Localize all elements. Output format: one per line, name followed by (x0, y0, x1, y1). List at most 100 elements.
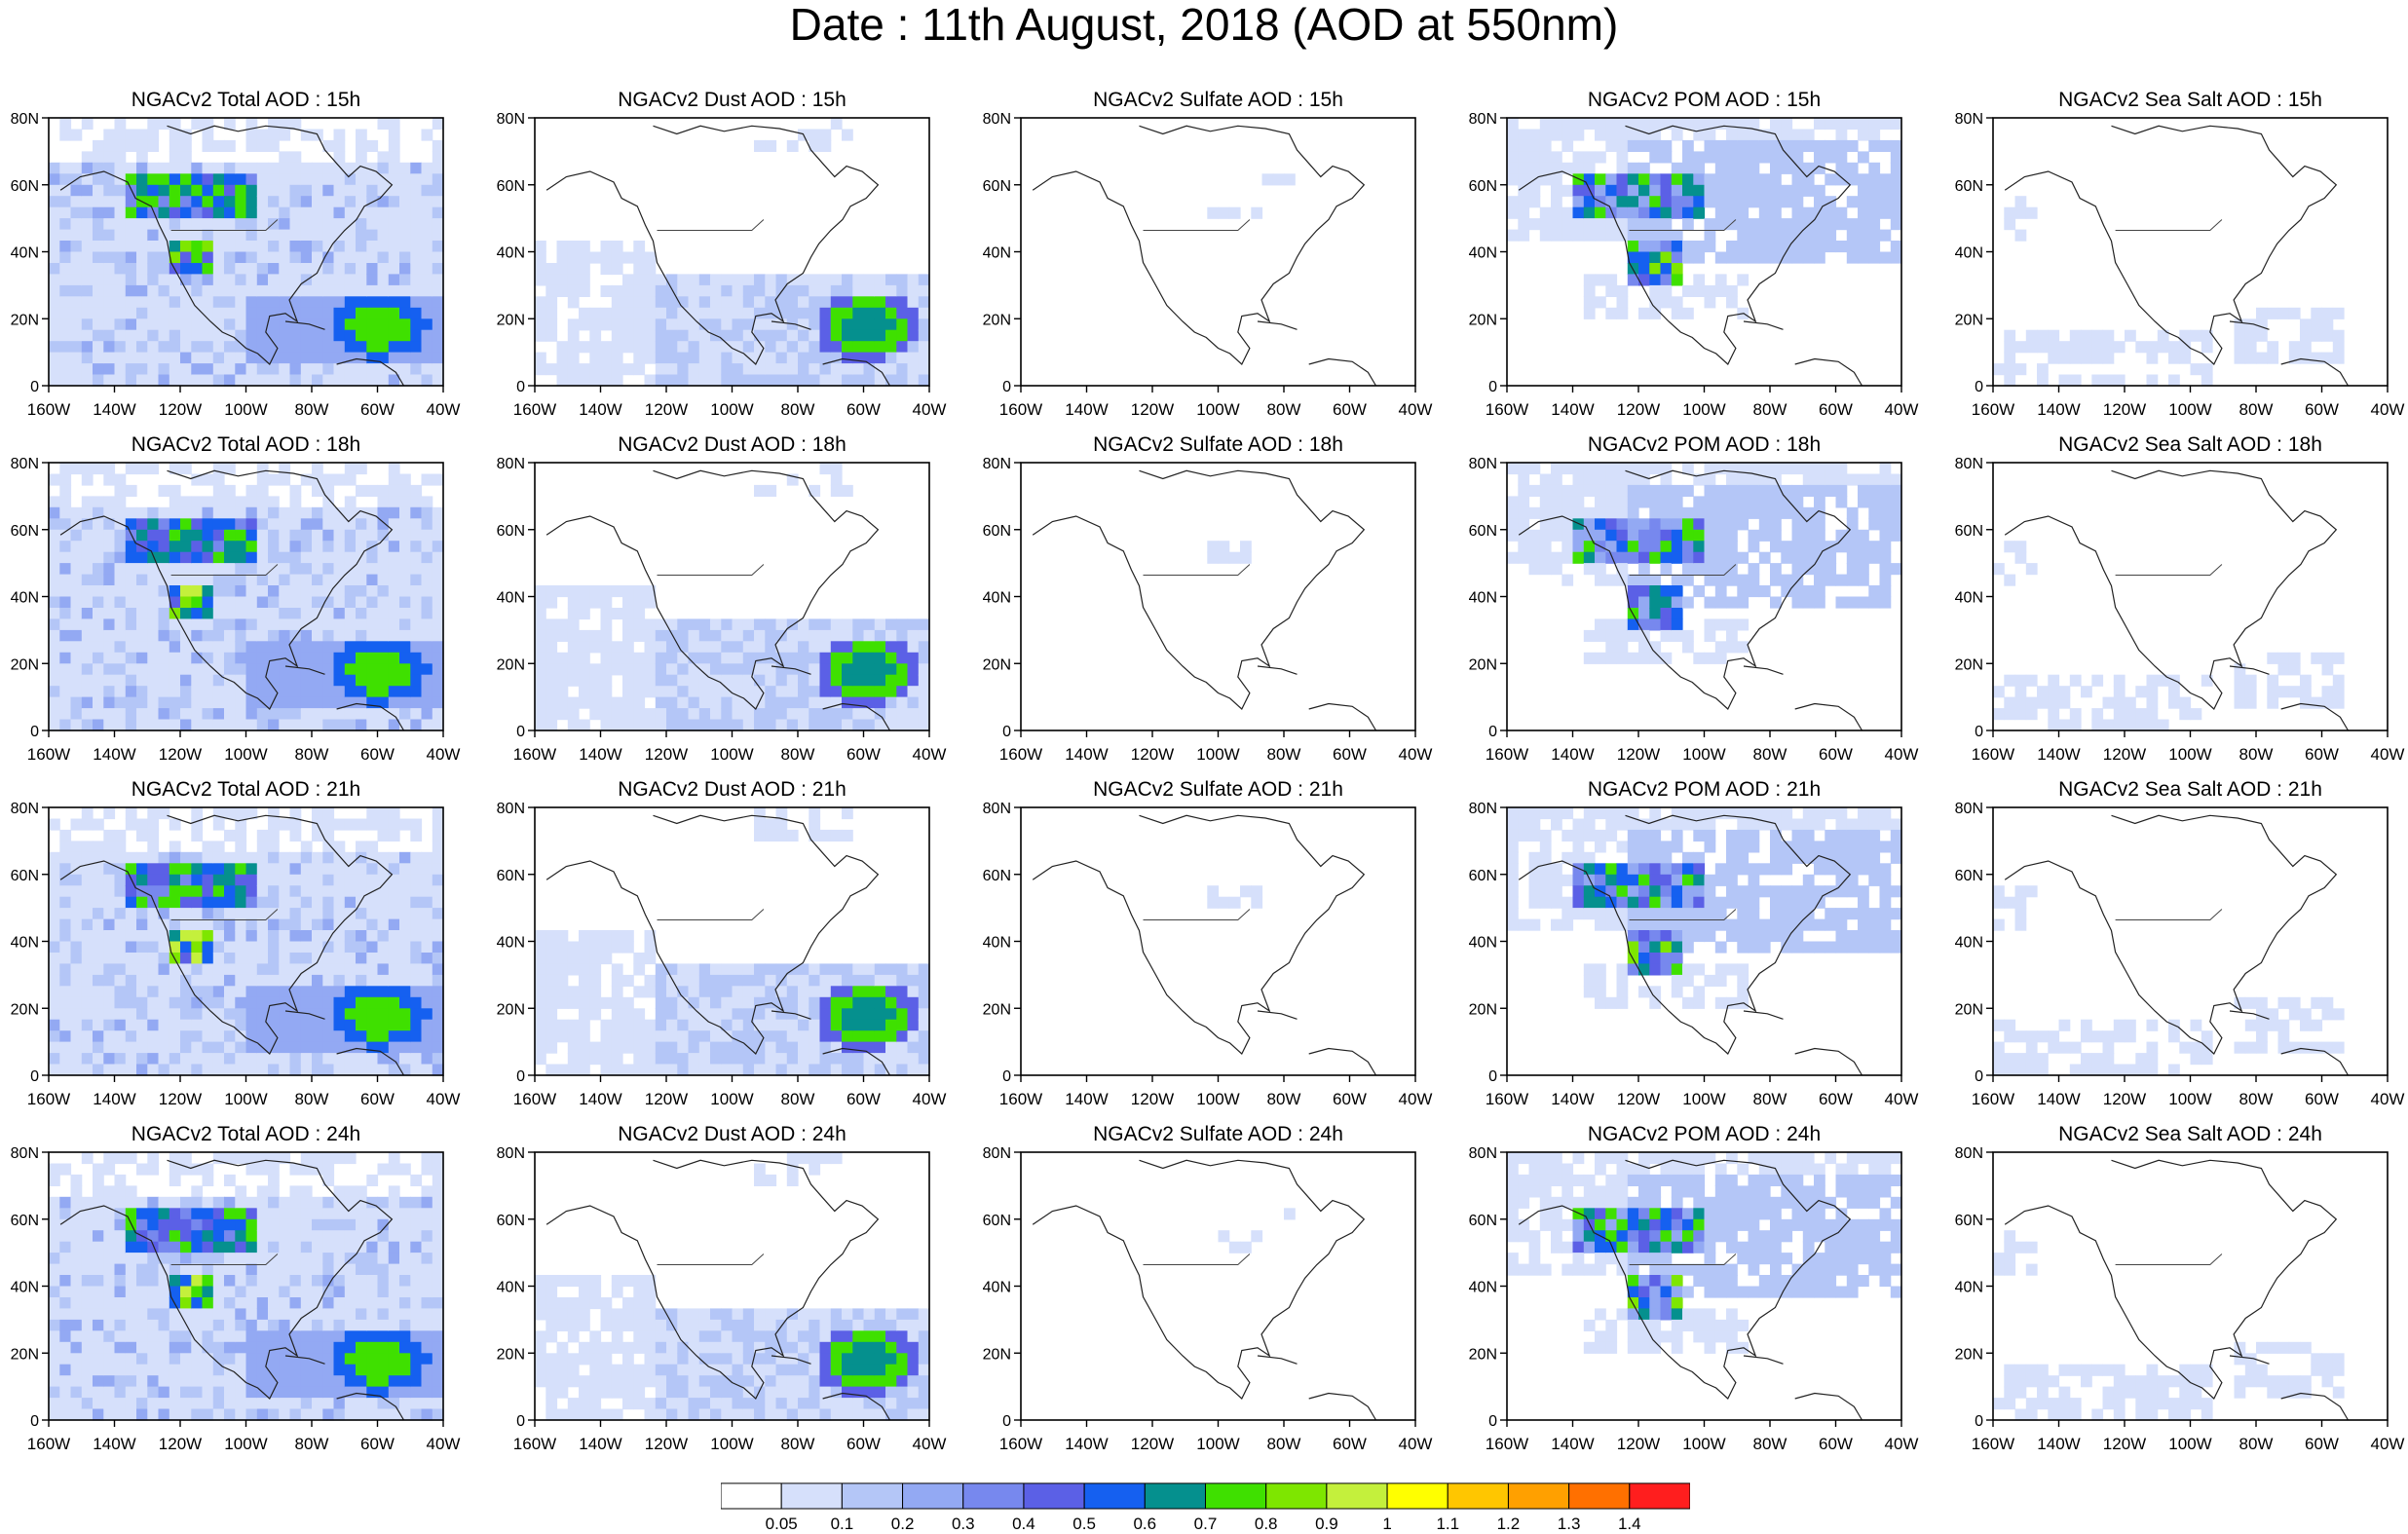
aod-cell (71, 841, 83, 852)
aod-cell (59, 274, 71, 285)
aod-cell (389, 1042, 400, 1054)
aod-cell (535, 252, 546, 264)
aod-cell (1605, 541, 1617, 552)
aod-cell (356, 230, 367, 242)
aod-cell (622, 585, 634, 597)
aod-cell (126, 852, 137, 864)
aod-cell (115, 552, 127, 564)
aod-cell (2004, 375, 2015, 387)
aod-cell (2015, 697, 2027, 709)
aod-cell (1605, 140, 1617, 152)
aod-cell (82, 1008, 94, 1020)
aod-cell (279, 1053, 290, 1065)
aod-cell (180, 296, 192, 308)
aod-cell (378, 942, 390, 954)
aod-cell (410, 575, 422, 586)
aod-cell (366, 1053, 378, 1065)
aod-cell (908, 318, 920, 330)
aod-cell (1847, 230, 1859, 242)
x-tick-label: 80W (1753, 745, 1787, 764)
aod-cell (235, 318, 246, 330)
aod-cell (535, 963, 546, 975)
aod-cell (49, 363, 60, 375)
aod-cell (322, 363, 334, 375)
aod-cell (279, 130, 290, 141)
aod-cell (422, 963, 433, 975)
aod-cell (1726, 196, 1738, 207)
aod-cell (1605, 173, 1617, 185)
aod-cell (743, 1065, 755, 1076)
aod-cell (579, 585, 590, 597)
aod-cell (1573, 173, 1585, 185)
aod-cell (919, 1008, 930, 1020)
aod-cell (433, 930, 444, 942)
aod-cell (356, 1030, 367, 1042)
aod-cell (203, 942, 214, 954)
aod-cell (1693, 252, 1705, 264)
aod-cell (546, 975, 557, 987)
aod-cell (103, 530, 115, 542)
aod-cell (765, 1020, 776, 1031)
aod-cell (180, 353, 192, 364)
aod-cell (568, 618, 580, 630)
aod-cell (279, 353, 290, 364)
x-tick-label: 120W (159, 745, 202, 764)
aod-cell (115, 308, 127, 319)
aod-cell (2147, 720, 2159, 731)
aod-cell (1682, 173, 1694, 185)
aod-cell (366, 563, 378, 575)
aod-cell (322, 507, 334, 519)
aod-cell (579, 975, 590, 987)
aod-cell (378, 485, 390, 497)
aod-cell (1891, 507, 1902, 519)
aod-cell (579, 697, 590, 709)
aod-cell (754, 1008, 766, 1020)
aod-cell (334, 218, 346, 230)
aod-cell (290, 173, 302, 185)
aod-cell (169, 575, 181, 586)
aod-cell (136, 1042, 148, 1054)
aod-cell (1693, 496, 1705, 507)
aod-cell (896, 630, 908, 642)
aod-cell (1682, 463, 1694, 474)
aod-cell (1638, 618, 1650, 630)
aod-cell (103, 885, 115, 897)
aod-cell (366, 963, 378, 975)
aod-cell (301, 363, 313, 375)
aod-cell (82, 720, 94, 731)
aod-cell (191, 196, 203, 207)
aod-cell (136, 463, 148, 474)
aod-cell (268, 852, 280, 864)
aod-cell (1814, 140, 1825, 152)
aod-cell (378, 1008, 390, 1020)
aod-cell (59, 575, 71, 586)
aod-cell (389, 675, 400, 687)
aod-cell (699, 641, 711, 653)
aod-cell (656, 1030, 667, 1042)
aod-cell (345, 1020, 357, 1031)
aod-cell (743, 341, 755, 353)
aod-cell (896, 663, 908, 675)
aod-cell (1891, 530, 1902, 542)
aod-cell (235, 252, 246, 264)
aod-cell (546, 686, 557, 697)
aod-cell (126, 1030, 137, 1042)
aod-cell (2135, 341, 2147, 353)
aod-cell (1507, 118, 1519, 130)
aod-cell (1770, 575, 1782, 586)
aod-cell (1507, 196, 1519, 207)
aod-cell (345, 263, 357, 275)
aod-cell (710, 353, 722, 364)
aod-cell (2070, 675, 2082, 687)
aod-cell (622, 296, 634, 308)
aod-cell (312, 563, 323, 575)
aod-cell (159, 218, 170, 230)
aod-cell (852, 274, 864, 285)
x-tick-label: 80W (781, 745, 815, 764)
aod-cell (147, 118, 159, 130)
aod-cell (115, 518, 127, 530)
aod-cell (1584, 552, 1596, 564)
aod-cell (1661, 552, 1673, 564)
aod-cell (103, 997, 115, 1009)
aod-cell (399, 986, 411, 997)
